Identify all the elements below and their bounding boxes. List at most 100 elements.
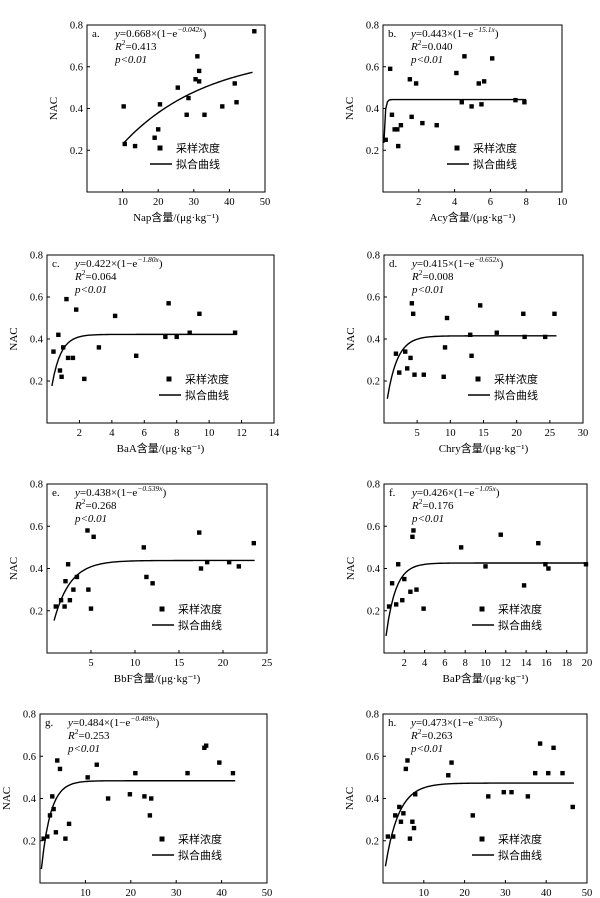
- eq-exponent: −1.05x: [474, 484, 496, 493]
- data-point: [413, 81, 419, 86]
- y-tick-label: 0.2: [23, 836, 36, 847]
- p-value: p<0.01: [67, 743, 100, 755]
- panel-label: d.: [389, 258, 398, 270]
- x-tick-label: 30: [171, 888, 182, 898]
- y-tick-label: 0.8: [367, 480, 380, 491]
- data-point: [393, 351, 399, 356]
- x-axis-label: Acy含量/(μg·kg⁻¹): [430, 210, 516, 224]
- data-point: [53, 604, 58, 609]
- x-tick-label: 4: [452, 197, 458, 208]
- data-point: [398, 123, 404, 128]
- r2-exp: 2: [418, 727, 422, 736]
- y-tick-label: 0.2: [366, 146, 379, 157]
- legend-point-marker: [159, 606, 165, 612]
- data-point: [405, 366, 410, 371]
- data-point: [217, 760, 222, 765]
- data-point: [74, 574, 80, 580]
- fit-equation: y=0.443×(1−e−15.1x): [410, 25, 499, 40]
- x-tick-label: 10: [419, 888, 430, 898]
- p-value: p<0.01: [411, 513, 444, 525]
- data-point: [112, 313, 118, 319]
- data-point: [88, 606, 94, 611]
- r2-r: R: [410, 730, 418, 742]
- data-point: [391, 834, 396, 839]
- data-point: [536, 540, 541, 546]
- data-point: [127, 792, 133, 797]
- x-tick-label: 6: [488, 197, 493, 208]
- data-point: [85, 528, 90, 533]
- data-point: [45, 834, 50, 839]
- data-point: [236, 564, 242, 569]
- data-point: [41, 836, 46, 841]
- data-point: [400, 597, 405, 603]
- eq-close: ): [499, 717, 503, 729]
- data-point: [47, 813, 53, 818]
- y-tick-label: 0.2: [367, 377, 380, 388]
- data-point: [198, 566, 204, 571]
- eq-y: y: [74, 258, 80, 270]
- y-tick-label: 0.4: [70, 104, 84, 115]
- x-tick-label: 20: [126, 888, 137, 898]
- data-point: [234, 100, 239, 105]
- data-point: [521, 311, 526, 316]
- y-tick-label: 0.4: [366, 104, 380, 115]
- legend-curve-label: 拟合曲线: [185, 388, 229, 402]
- data-point: [414, 587, 419, 592]
- data-point: [477, 303, 483, 308]
- x-tick-label: 12: [501, 658, 512, 669]
- data-point: [166, 301, 171, 306]
- data-point: [220, 104, 225, 109]
- x-tick-label: 20: [153, 197, 164, 208]
- p-value: p<0.01: [410, 54, 443, 66]
- y-tick-label: 0.6: [23, 752, 36, 763]
- data-point: [494, 330, 499, 335]
- x-axis-label: BaA含量/(μg·kg⁻¹): [117, 441, 205, 455]
- chart-panel-8: 10203040500.20.40.60.8BghiP含量/(μg·kg⁻¹)N…: [344, 710, 592, 898]
- fit-curve: [123, 71, 253, 143]
- data-point: [50, 794, 55, 799]
- eq-exponent: −0.652x: [474, 255, 500, 264]
- data-point: [410, 311, 416, 316]
- y-tick-label: 0.4: [367, 564, 381, 575]
- data-point: [63, 578, 68, 584]
- data-point: [454, 70, 459, 76]
- eq-body: =0.473×(1−e: [416, 717, 474, 729]
- data-point: [203, 743, 209, 748]
- data-point: [409, 114, 414, 120]
- data-point: [408, 589, 413, 594]
- data-point: [196, 68, 202, 74]
- data-point: [421, 372, 426, 377]
- r2-r: R: [411, 271, 419, 283]
- data-point: [122, 141, 127, 147]
- r2-value: =0.413: [125, 41, 156, 53]
- y-tick-label: 0.4: [30, 335, 44, 346]
- data-point: [498, 532, 503, 537]
- r2-exp: 2: [82, 497, 86, 506]
- legend-points-label: 采样浓度: [178, 832, 222, 846]
- data-point: [232, 81, 237, 86]
- r2-exp: 2: [419, 497, 423, 506]
- r2-exp: 2: [82, 268, 86, 277]
- data-point: [58, 597, 64, 603]
- data-point: [546, 566, 551, 571]
- y-tick-label: 0.2: [366, 836, 379, 847]
- y-tick-label: 0.2: [367, 606, 380, 617]
- r-squared: R2=0.176: [411, 497, 454, 512]
- fit-equation: y=0.422×(1−e−1.80x): [74, 255, 163, 270]
- data-point: [521, 583, 527, 588]
- fit-equation: y=0.438×(1−e−0.539x): [74, 484, 167, 499]
- data-point: [389, 112, 395, 117]
- data-point: [446, 773, 451, 778]
- x-tick-label: 16: [541, 658, 552, 669]
- fit-curve: [384, 782, 574, 867]
- data-point: [470, 813, 475, 818]
- chart-panel-4: 5 10 15 20 25 30 0.2 0.4 0.6 0.8 Chry含量/(μg·kg⁻¹) N…: [345, 251, 588, 456]
- eq-y: y: [410, 28, 416, 40]
- data-point: [522, 100, 527, 105]
- x-tick-label: 14: [521, 658, 532, 669]
- legend-points-label: 采样浓度: [473, 141, 517, 155]
- data-point: [186, 95, 191, 101]
- data-point: [442, 345, 448, 350]
- data-point: [458, 545, 464, 550]
- legend-curve-label: 拟合曲线: [178, 618, 222, 632]
